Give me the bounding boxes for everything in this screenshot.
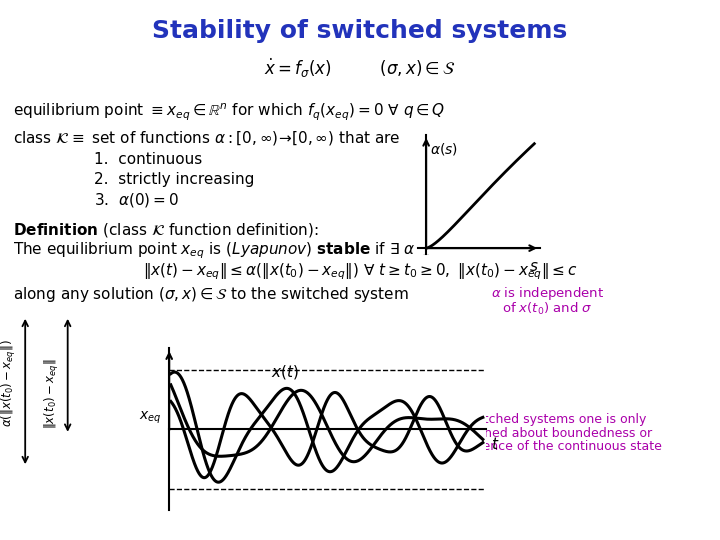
Text: The equilibrium point $x_{eq}$ is ($\mathit{Lyapunov}$) $\mathbf{stable}$ if $\e: The equilibrium point $x_{eq}$ is ($\mat…: [13, 241, 451, 261]
Text: 2.  strictly increasing: 2. strictly increasing: [94, 172, 254, 187]
Text: concerned about boundedness or: concerned about boundedness or: [442, 427, 652, 440]
Text: $\mathbf{Definition}$ (class $\mathcal{K}$ function definition):: $\mathbf{Definition}$ (class $\mathcal{K…: [13, 221, 319, 239]
Text: $x_{eq}$: $x_{eq}$: [139, 410, 161, 426]
Text: of $x(t_0)$ and $\sigma$: of $x(t_0)$ and $\sigma$: [502, 301, 593, 317]
Text: Stability of switched systems: Stability of switched systems: [153, 19, 567, 43]
Text: 1.  continuous: 1. continuous: [94, 152, 202, 167]
Text: equilibrium point $\equiv x_{eq} \in \mathbb{R}^n$ for which $f_q(x_{eq}) = 0\ \: equilibrium point $\equiv x_{eq} \in \ma…: [13, 102, 446, 123]
Text: in switched systems one is only: in switched systems one is only: [448, 413, 647, 426]
Text: class $\mathcal{K} \equiv$ set of functions $\alpha : [0,\infty)\!\rightarrow\![: class $\mathcal{K} \equiv$ set of functi…: [13, 129, 400, 146]
Text: $\alpha(s)$: $\alpha(s)$: [431, 140, 459, 157]
Text: $\alpha(\|x(t_0) - x_{eq}\|)$: $\alpha(\|x(t_0) - x_{eq}\|)$: [0, 340, 18, 427]
Text: $\|x(t_0) - x_{eq}\|$: $\|x(t_0) - x_{eq}\|$: [42, 359, 60, 429]
Text: $\|x(t) - x_{eq}\| \leq \alpha(\|x(t_0) - x_{eq}\|)\ \forall\ t \geq t_0 \geq 0,: $\|x(t) - x_{eq}\| \leq \alpha(\|x(t_0) …: [143, 262, 577, 282]
Text: $x(t)$: $x(t)$: [271, 363, 299, 381]
Text: 3.  $\alpha(0)=0$: 3. $\alpha(0)=0$: [94, 191, 179, 209]
Text: $s$: $s$: [529, 259, 539, 274]
Text: $\alpha$ is independent: $\alpha$ is independent: [490, 285, 604, 301]
Text: along any solution $(\sigma, x) \in \mathcal{S}$ to the switched system: along any solution $(\sigma, x) \in \mat…: [13, 285, 409, 303]
Text: $t$: $t$: [491, 436, 500, 452]
Text: $\dot{x} = f_{\sigma}(x) \qquad\quad (\sigma, x) \in \mathcal{S}$: $\dot{x} = f_{\sigma}(x) \qquad\quad (\s…: [264, 57, 456, 80]
Text: convergence of the continuous state: convergence of the continuous state: [432, 440, 662, 453]
